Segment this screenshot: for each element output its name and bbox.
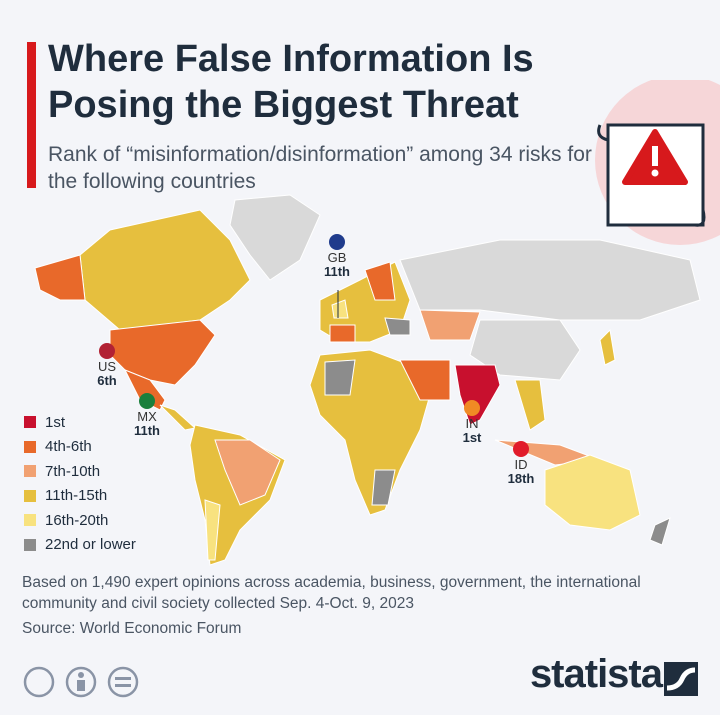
legend-swatch: [24, 416, 36, 429]
southeast-asia: [514, 379, 546, 431]
legend-item: 4th-6th: [24, 435, 136, 460]
legend-item: 1st: [24, 410, 136, 435]
legend-item: 22nd or lower: [24, 533, 136, 558]
country-rank: 11th: [323, 264, 350, 279]
nd-icon: [107, 666, 139, 698]
country-code: US: [97, 359, 117, 374]
japan: [599, 328, 616, 366]
source: Source: World Economic Forum: [22, 620, 242, 637]
legend-label: 16th-20th: [45, 511, 109, 529]
title: Where False Information Is Posing the Bi…: [48, 38, 534, 126]
legend-swatch: [24, 465, 36, 478]
flag-mx: [139, 393, 155, 409]
legend-label: 4th-6th: [45, 438, 92, 456]
footnote: Based on 1,490 expert opinions across ac…: [22, 574, 641, 612]
scroll-curl: [597, 124, 706, 227]
europe-east: [384, 317, 411, 336]
alaska: [34, 254, 86, 301]
middle-east: [399, 359, 451, 401]
legend-item: 16th-20th: [24, 508, 136, 533]
legend: 1st 4th-6th 7th-10th 11th-15th 16th-20th 22nd…: [24, 410, 136, 557]
brand-mark: [664, 662, 698, 696]
legend-item: 11th-15th: [24, 484, 136, 509]
warning-mark: [652, 146, 658, 166]
flag-us: [99, 343, 115, 359]
africa-south: [371, 469, 396, 506]
scandinavia: [364, 261, 396, 301]
united-states: [109, 319, 216, 386]
great-britain: [331, 299, 349, 319]
country-callout: IN 1st: [447, 417, 497, 445]
by-head: [78, 672, 84, 678]
legend-label: 11th-15th: [45, 487, 108, 505]
country-callout: MX 11th: [122, 410, 172, 438]
china: [469, 319, 581, 381]
legend-label: 7th-10th: [45, 462, 101, 480]
legend-item: 7th-10th: [24, 459, 136, 484]
canada: [79, 209, 251, 331]
africa-west: [324, 359, 356, 396]
brazil: [214, 439, 281, 506]
brand: statista: [529, 652, 663, 696]
flag-in: [464, 400, 480, 416]
russia: [399, 239, 701, 321]
warning-icon: [595, 80, 720, 245]
mexico: [123, 369, 166, 411]
country-code: GB: [327, 250, 347, 265]
country-code: IN: [465, 416, 479, 431]
flags: [99, 234, 529, 457]
new-zealand: [649, 517, 671, 546]
nd-bar: [115, 684, 131, 687]
legend-label: 1st: [45, 413, 66, 431]
country-code: MX: [137, 409, 157, 424]
country-rank: 1st: [462, 430, 482, 445]
license-icons: [23, 666, 139, 698]
iberia: [329, 324, 356, 343]
legend-swatch: [24, 440, 36, 453]
greenland: [229, 194, 321, 281]
flag-id: [513, 441, 529, 457]
accent-bar: [27, 42, 36, 188]
country-callout: GB 11th: [312, 251, 362, 279]
legend-label: 22nd or lower: [45, 536, 136, 554]
world-map: [34, 194, 701, 566]
flag-gb: [329, 234, 345, 250]
country-rank: 11th: [133, 423, 160, 438]
country-callout: ID 18th: [496, 458, 546, 486]
country-rank: 6th: [97, 373, 117, 388]
by-body: [77, 680, 85, 691]
brand-mark-swoosh: [666, 667, 696, 691]
country-callout: US 6th: [82, 360, 132, 388]
country-code: ID: [514, 457, 528, 472]
central-asia: [419, 309, 481, 341]
legend-swatch: [24, 514, 36, 527]
country-rank: 18th: [507, 471, 535, 486]
legend-swatch: [24, 538, 36, 551]
chile: [204, 499, 221, 561]
cc-icon: [23, 666, 55, 698]
by-icon: [65, 666, 97, 698]
legend-swatch: [24, 489, 36, 502]
warning-dot: [651, 169, 659, 177]
nd-bar: [115, 677, 131, 680]
subtitle: Rank of “misinformation/disinformation” …: [48, 143, 592, 193]
australia: [544, 454, 641, 531]
